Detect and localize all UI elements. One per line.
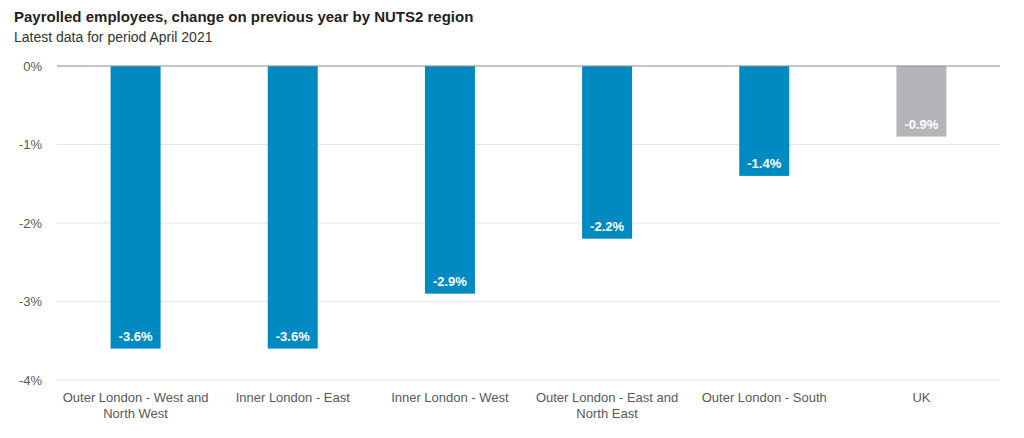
x-tick-label-line: Inner London - East bbox=[236, 390, 351, 405]
y-tick-label: 0% bbox=[23, 59, 42, 74]
y-tick-label: -2% bbox=[19, 216, 43, 231]
bars bbox=[111, 66, 947, 349]
zero-line bbox=[57, 66, 1000, 67]
bar bbox=[111, 66, 161, 349]
data-label: -2.2% bbox=[590, 219, 624, 234]
x-tick-label: Outer London - East andNorth East bbox=[536, 390, 678, 421]
grid-line bbox=[57, 223, 1000, 224]
x-tick-label-line: Inner London - West bbox=[391, 390, 509, 405]
grid-line bbox=[57, 380, 1000, 381]
x-tick-label: Outer London - South bbox=[702, 390, 827, 405]
grid-line bbox=[57, 301, 1000, 302]
x-tick-label-line: North East bbox=[576, 406, 638, 421]
x-tick-label: Inner London - West bbox=[391, 390, 509, 405]
x-tick-label-line: Outer London - West and bbox=[63, 390, 209, 405]
data-label: -3.6% bbox=[276, 329, 310, 344]
x-tick-label-line: Outer London - East and bbox=[536, 390, 678, 405]
y-tick-label: -3% bbox=[19, 294, 43, 309]
data-label: -2.9% bbox=[433, 274, 467, 289]
bar bbox=[896, 66, 946, 137]
x-tick-label: Outer London - West andNorth West bbox=[63, 390, 209, 421]
y-tick-label: -1% bbox=[19, 137, 43, 152]
chart: Payrolled employees, change on previous … bbox=[0, 0, 1024, 438]
y-tick-label: -4% bbox=[19, 373, 43, 388]
bar bbox=[582, 66, 632, 239]
data-label: -3.6% bbox=[119, 329, 153, 344]
x-tick-label: UK bbox=[912, 390, 930, 405]
x-tick-label-line: North West bbox=[103, 406, 168, 421]
grid-line bbox=[57, 144, 1000, 145]
title: Payrolled employees, change on previous … bbox=[14, 8, 473, 25]
data-label: -0.9% bbox=[904, 117, 938, 132]
bar bbox=[268, 66, 318, 349]
subtitle: Latest data for period April 2021 bbox=[14, 29, 213, 45]
data-label: -1.4% bbox=[747, 156, 781, 171]
x-tick-label-line: UK bbox=[912, 390, 930, 405]
bar bbox=[425, 66, 475, 294]
x-tick-label-line: Outer London - South bbox=[702, 390, 827, 405]
x-tick-label: Inner London - East bbox=[236, 390, 351, 405]
bar bbox=[739, 66, 789, 176]
